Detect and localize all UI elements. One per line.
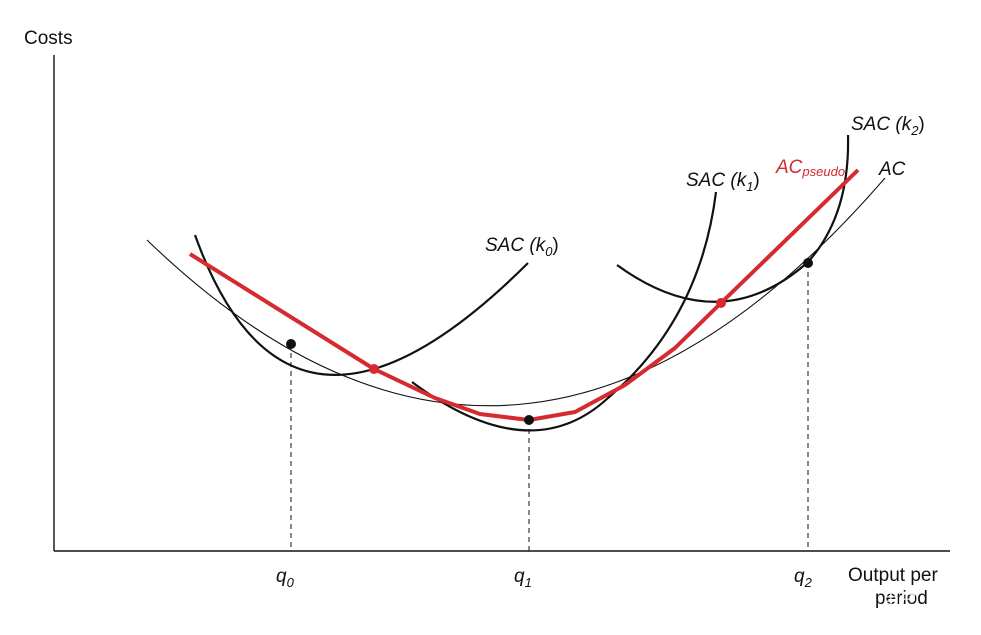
intersection-point-k1-k2 — [716, 298, 726, 308]
label-sac-k1: SAC (k1) — [686, 170, 760, 194]
label-ac: AC — [878, 159, 906, 180]
sac-k1-curve — [411, 191, 718, 432]
tick-label-q2: q2 — [794, 566, 813, 590]
intersection-point-k0-k1 — [369, 364, 379, 374]
label-ac-pseudo: ACpseudo — [775, 157, 845, 179]
watermark-text: 知乎 用户 — [840, 590, 918, 611]
ac-pseudo-curve — [188, 168, 860, 422]
ac-envelope-curve — [146, 177, 886, 407]
tangency-point-q0 — [286, 339, 296, 349]
tick-label-q0: q0 — [276, 566, 295, 590]
tangency-point-q1 — [524, 415, 534, 425]
sac-k0-curve — [193, 234, 529, 376]
tick-label-q1: q1 — [514, 566, 532, 590]
sac-k2-curve — [616, 134, 850, 303]
x-axis-title-line2: period — [875, 588, 928, 609]
y-axis-title: Costs — [24, 28, 73, 49]
tangency-point-q2 — [803, 258, 813, 268]
x-axis-title-line1: Output per — [848, 565, 938, 586]
label-sac-k0: SAC (k0) — [485, 235, 559, 259]
label-sac-k2: SAC (k2) — [851, 114, 925, 138]
